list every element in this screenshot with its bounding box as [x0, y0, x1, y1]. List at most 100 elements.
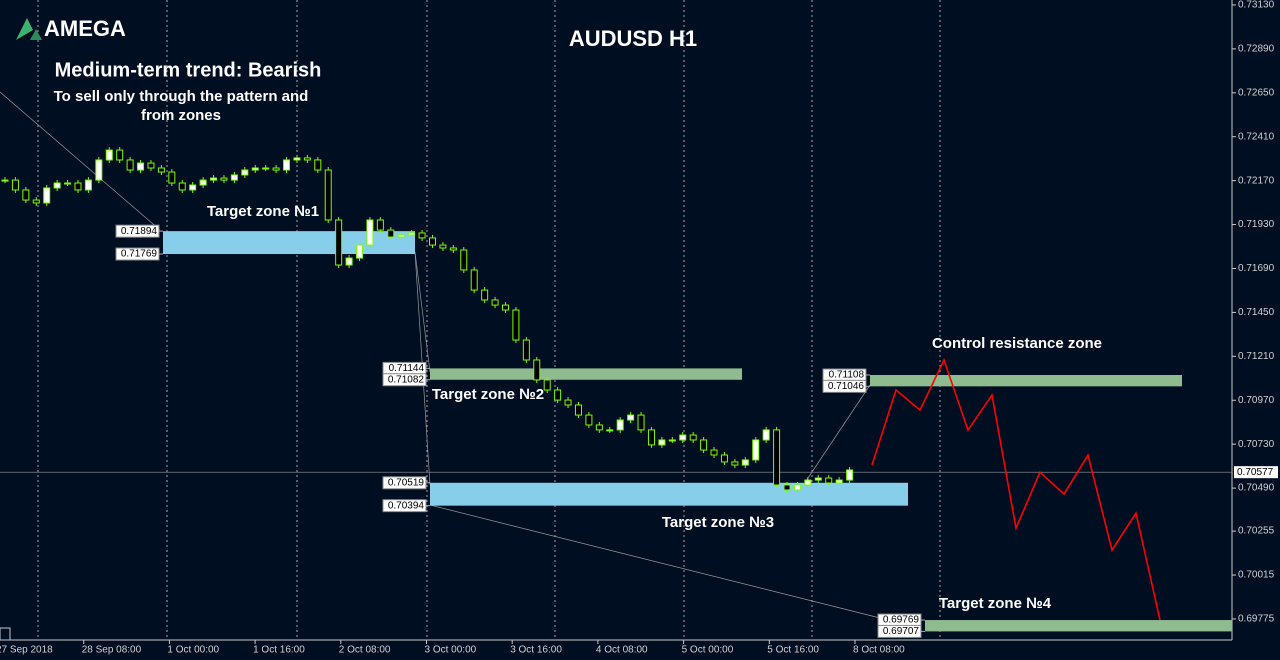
- candle: [533, 359, 541, 381]
- candle: [178, 182, 186, 191]
- candle: [752, 439, 760, 461]
- candle: [595, 424, 603, 431]
- zone: [430, 368, 742, 380]
- y-tick-label: 0.72410: [1238, 131, 1275, 142]
- candle: [731, 461, 739, 466]
- candle: [835, 479, 843, 484]
- candle: [408, 232, 416, 236]
- candle: [335, 219, 343, 266]
- candle: [168, 171, 176, 184]
- y-tick-label: 0.72890: [1238, 44, 1275, 55]
- candle: [825, 477, 833, 484]
- x-tick-label: 4 Oct 08:00: [596, 645, 648, 656]
- x-tick-label: 27 Sep 2018: [0, 645, 53, 656]
- candle: [376, 219, 384, 231]
- candle: [314, 159, 322, 171]
- candle: [324, 169, 332, 221]
- candle: [637, 414, 645, 431]
- candle: [116, 149, 124, 161]
- candle: [293, 157, 301, 161]
- candle: [230, 174, 238, 181]
- candle: [720, 454, 728, 463]
- candle: [356, 244, 364, 259]
- candle: [241, 169, 249, 176]
- candle: [804, 479, 812, 486]
- candle: [616, 419, 624, 431]
- price-label: 0.71144: [389, 363, 425, 374]
- candle: [543, 379, 551, 391]
- candle: [460, 249, 468, 271]
- y-tick-label: 0.72650: [1238, 87, 1275, 98]
- candle: [147, 162, 155, 169]
- candle: [689, 434, 697, 441]
- candle: [501, 304, 509, 311]
- help-box[interactable]: [0, 627, 11, 641]
- connector: [414, 251, 431, 373]
- subtitle: Medium-term trend: Bearish: [55, 59, 322, 81]
- connector: [429, 504, 881, 619]
- candle: [481, 289, 489, 301]
- candle: [627, 414, 635, 421]
- candle: [199, 179, 207, 186]
- candle: [1, 179, 9, 182]
- candle: [105, 149, 113, 161]
- x-tick-label: 1 Oct 16:00: [253, 645, 305, 656]
- zone-name: Target zone №3: [662, 514, 774, 531]
- candle: [679, 434, 687, 441]
- price-label: 0.71108: [829, 370, 865, 381]
- candle: [449, 247, 457, 251]
- zone: [925, 620, 1232, 632]
- logo-icon: [16, 18, 33, 40]
- candles: [1, 147, 854, 493]
- candle: [345, 257, 353, 266]
- candle: [251, 167, 259, 171]
- y-tick-label: 0.70015: [1238, 570, 1275, 581]
- price-label: 0.71082: [388, 374, 425, 385]
- candle: [846, 469, 854, 481]
- candle: [710, 449, 718, 456]
- candle: [74, 182, 82, 191]
- candle: [741, 459, 749, 466]
- candle: [22, 189, 30, 201]
- candle: [84, 179, 92, 191]
- candle: [157, 167, 165, 173]
- logo: AMEGA: [16, 16, 126, 41]
- price-label: 0.71046: [828, 381, 865, 392]
- x-tick-label: 8 Oct 08:00: [853, 645, 905, 656]
- candle: [773, 429, 781, 486]
- y-tick-label: 0.71210: [1238, 351, 1275, 362]
- y-tick-label: 0.71930: [1238, 219, 1275, 230]
- candle: [53, 182, 61, 189]
- candle: [762, 429, 770, 441]
- candle: [220, 177, 228, 181]
- candle: [564, 399, 572, 406]
- candle: [606, 429, 614, 432]
- candle: [585, 414, 593, 426]
- candle: [418, 232, 426, 239]
- y-tick-label: 0.70730: [1238, 439, 1275, 450]
- y-tick-label: 0.70970: [1238, 395, 1275, 406]
- candle: [189, 184, 197, 191]
- current-price-box: [1234, 466, 1278, 479]
- candle: [283, 159, 291, 171]
- candle: [668, 439, 676, 442]
- candle: [647, 429, 655, 446]
- candle: [491, 299, 499, 306]
- y-tick-label: 0.70490: [1238, 483, 1275, 494]
- chart-title: AUDUSD H1: [569, 26, 697, 51]
- candle: [387, 229, 395, 238]
- candle: [137, 162, 145, 171]
- candle: [522, 339, 530, 361]
- candle: [397, 234, 405, 238]
- candle: [429, 237, 436, 246]
- x-tick-label: 28 Sep 08:00: [82, 645, 142, 656]
- logo-icon: [30, 29, 42, 40]
- forecast-line: [871, 357, 1161, 621]
- price-label: 0.70394: [388, 500, 425, 511]
- zone: [870, 374, 1182, 387]
- x-tick-label: 3 Oct 00:00: [425, 645, 477, 656]
- candle: [793, 484, 801, 491]
- candle: [32, 199, 40, 204]
- zone-name: Target zone №1: [207, 203, 319, 220]
